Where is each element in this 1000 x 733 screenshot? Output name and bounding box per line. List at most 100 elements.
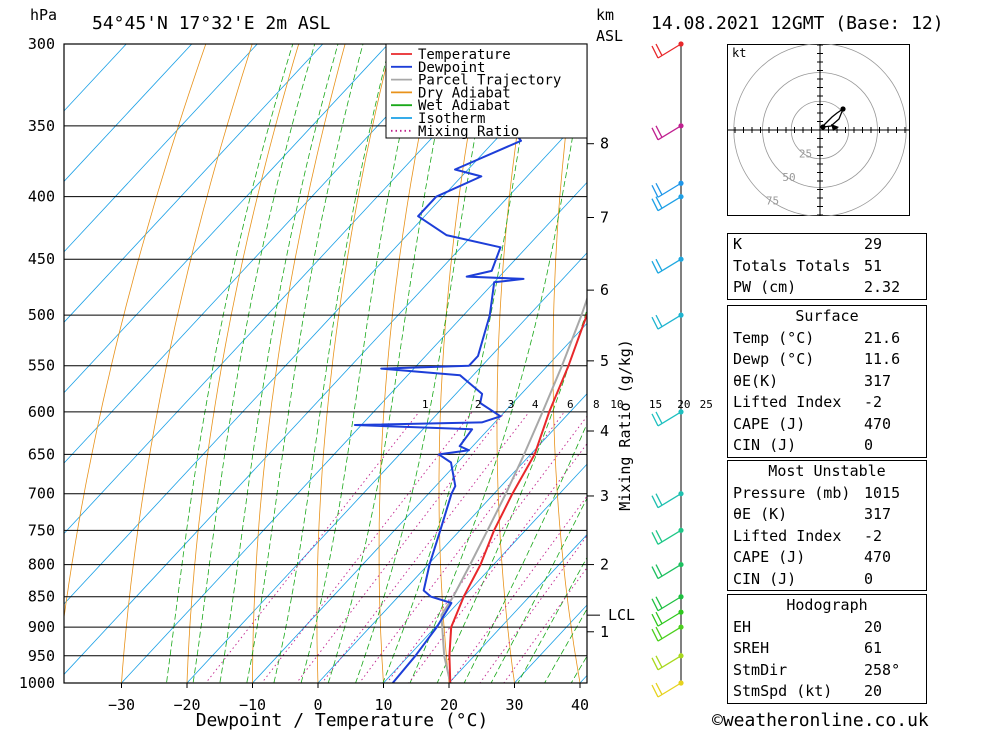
surface-row: θE(K) 317: [733, 371, 892, 390]
mixing-ratio-line: [261, 411, 473, 683]
surface-row: Temp (°C) 21.6: [733, 328, 901, 347]
pressure-tick-label: 950: [28, 647, 55, 665]
dry-adiabat-line: [438, 44, 485, 683]
dry-adiabat-line: [947, 7, 1000, 709]
hodograph-point: [840, 106, 846, 112]
wet-adiabat-line: [219, 44, 339, 683]
legend-label: Dewpoint: [418, 60, 485, 76]
mixing-ratio-tick-label: 25: [700, 398, 713, 411]
isotherm-line: [186, 252, 587, 683]
wind-barb-feather: [651, 684, 659, 698]
mixing-ratio-tick-label: 8: [593, 398, 600, 411]
wind-barb-feather: [655, 196, 663, 209]
pressure-tick-label: 700: [28, 485, 55, 503]
wind-barb-feather: [651, 613, 659, 627]
most-unstable-row: θE (K) 317: [733, 505, 892, 523]
wind-barb-feather: [651, 127, 659, 141]
height-tick-label: 3: [600, 487, 609, 505]
surface-title: Surface: [795, 307, 859, 325]
isotherm-line: [317, 393, 587, 683]
surface-row: Lifted Index -2: [733, 393, 883, 411]
legend-label: Dry Adiabat: [418, 85, 511, 101]
wind-barb-shaft: [657, 682, 682, 698]
height-tick-label: 8: [600, 135, 609, 153]
isotherm-line: [382, 463, 587, 683]
dry-adiabat-line: [378, 44, 439, 683]
wet-adiabat-line: [327, 44, 455, 683]
surface-row: CAPE (J) 470: [733, 414, 892, 433]
legend-label: Isotherm: [418, 111, 485, 127]
wind-barb-shaft: [657, 611, 682, 627]
pressure-tick-label: 400: [28, 188, 55, 206]
wind-barb: [651, 256, 684, 274]
wind-barb-feather: [651, 495, 659, 508]
storm-motion-marker: [831, 124, 839, 131]
wind-barb: [651, 194, 684, 212]
location-title: 54°45'N 17°32'E 2m ASL: [92, 13, 331, 34]
x-tick-label: 10: [374, 696, 392, 714]
legend-label: Temperature: [418, 47, 511, 63]
mixing-ratio-line: [205, 411, 420, 683]
pressure-tick-label: 300: [28, 35, 55, 53]
wind-barb-feather: [655, 493, 663, 506]
wind-barb-feather: [651, 184, 659, 198]
wind-barb-shaft: [657, 43, 682, 59]
pressure-tick-label: 900: [28, 618, 55, 636]
wind-barb: [651, 609, 684, 627]
hodograph-stats-row: StmSpd (kt) 20: [733, 682, 883, 700]
mixing-ratio-line: [408, 442, 587, 683]
wind-barb-feather: [655, 682, 663, 695]
x-tick-label: 40: [571, 696, 589, 714]
index-row-k: K 29: [733, 235, 883, 253]
most-unstable-row: CAPE (J) 470: [733, 548, 892, 566]
pressure-tick-label: 800: [28, 556, 55, 574]
hodograph-stats-row: EH 20: [733, 617, 883, 636]
pressure-unit: hPa: [30, 6, 57, 24]
wind-barb-shaft: [657, 655, 682, 671]
pressure-tick-label: 1000: [19, 674, 55, 692]
mixing-ratio-tick-label: 4: [532, 398, 539, 411]
wind-barb-feather: [651, 198, 659, 211]
height-unit-asl: ASL: [596, 27, 623, 45]
isotherm-line: [448, 534, 587, 683]
pressure-tick-label: 350: [28, 117, 55, 135]
hodograph-stats-panel: Hodograph EH 20 SREH 61 StmDir 258° StmSpd …: [727, 594, 927, 704]
mixing-ratio-tick-label: 1: [422, 398, 429, 411]
most-unstable-title: Most Unstable: [768, 462, 886, 480]
wind-barb-feather: [651, 628, 659, 642]
surface-row: Dewp (°C) 11.6: [733, 350, 901, 368]
dry-adiabat-line: [993, 7, 1000, 709]
wind-barb: [651, 594, 684, 612]
pressure-tick-label: 550: [28, 357, 55, 375]
wind-barb-shaft: [657, 411, 682, 427]
most-unstable-row: Lifted Index -2: [733, 526, 883, 545]
pressure-tick-label: 450: [28, 250, 55, 268]
mixing-ratio-line: [386, 415, 587, 683]
mixing-ratio-tick-label: 3: [508, 398, 515, 411]
surface-panel: Surface Temp (°C) 21.6 Dewp (°C) 11.6 θE(K…: [727, 305, 927, 458]
hodograph-ring-label: 50: [782, 171, 795, 184]
wind-barb-feather: [655, 182, 663, 196]
hodograph-ring-label: 25: [799, 148, 812, 161]
pressure-tick-label: 650: [28, 445, 55, 463]
lcl-label: LCL: [608, 606, 635, 624]
wind-barb-shaft: [657, 196, 682, 212]
wind-barb: [651, 680, 684, 698]
mixing-ratio-tick-label: 10: [610, 398, 623, 411]
x-tick-label: −30: [108, 696, 135, 714]
height-tick-label: 6: [600, 281, 609, 299]
wind-barb-shaft: [657, 564, 682, 580]
mixing-ratio-line: [295, 411, 506, 683]
isotherm-line: [64, 44, 324, 323]
mixing-ratio-line: [479, 534, 587, 683]
wind-barb-feather: [651, 598, 659, 612]
hodograph-stats-title: Hodograph: [786, 596, 868, 614]
surface-row: CIN (J) 0: [733, 436, 874, 454]
wind-barb-feather: [655, 258, 663, 272]
wet-adiabat-line: [166, 44, 294, 683]
wind-barb-feather: [655, 596, 663, 609]
isotherm-line: [251, 322, 587, 683]
